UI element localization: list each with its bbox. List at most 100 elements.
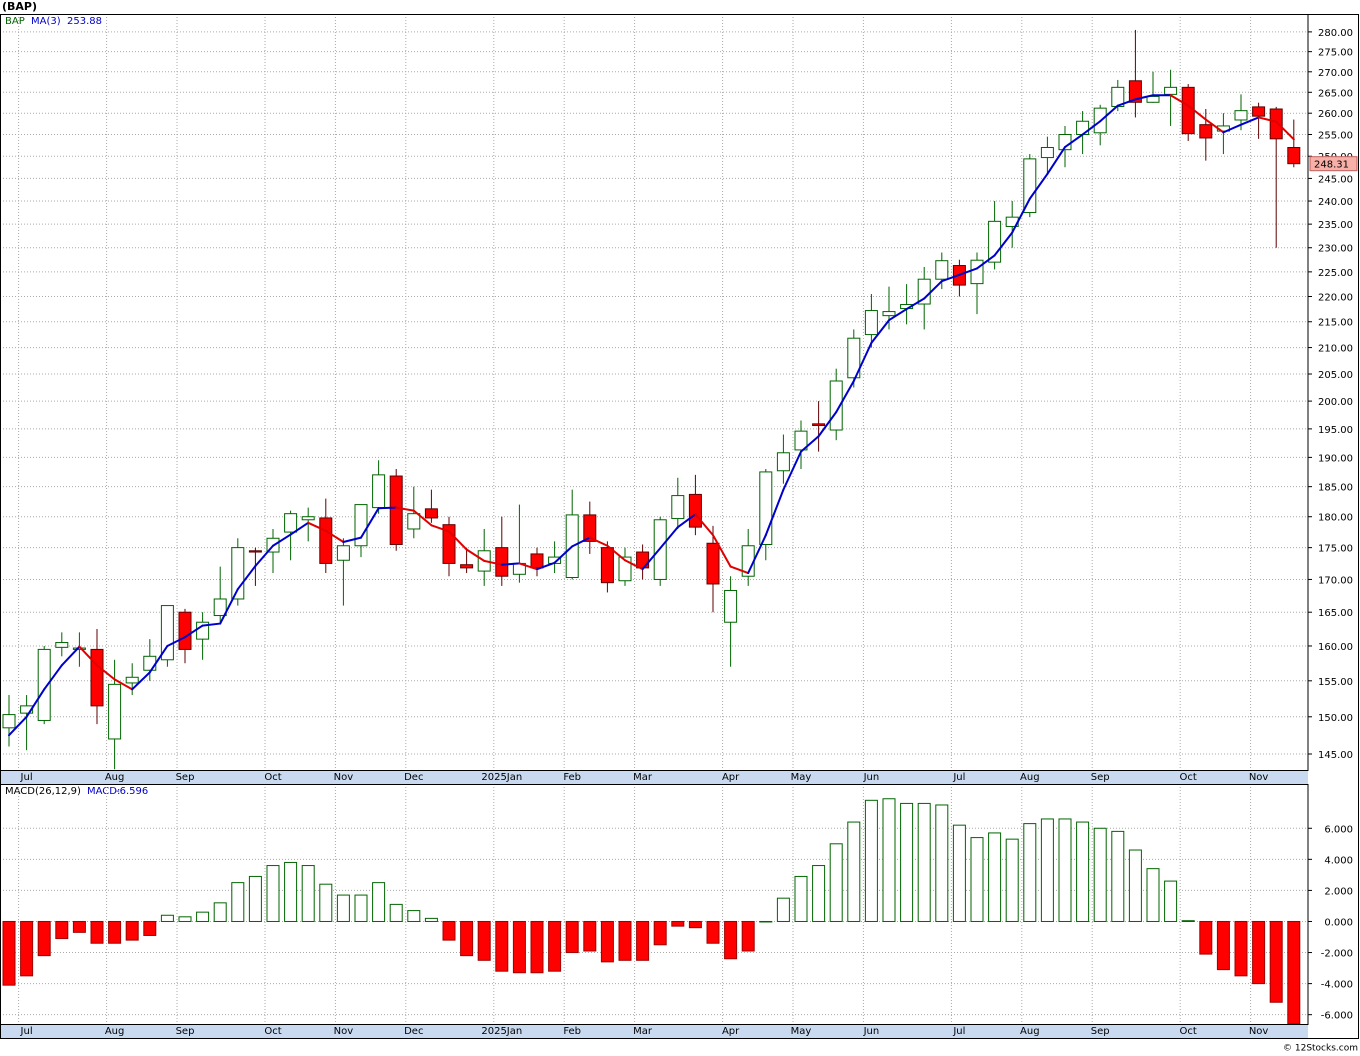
candle-body [724,589,738,623]
candle-body [1146,95,1160,103]
macd-bar [1146,868,1160,922]
macd-bar [284,861,298,922]
ma-segment [782,450,802,491]
ma-segment [571,536,591,548]
candle-body [55,642,69,648]
x-axis-strip [0,1024,1308,1038]
ma-segment [1011,197,1031,234]
candle-body [72,647,86,650]
x-tick-label: May [791,772,812,783]
macd-bar [108,920,122,944]
plot-area [2,29,1301,770]
macd-bar [143,920,157,936]
candle-body [776,452,790,472]
candle-body [389,475,403,546]
macd-bar [812,865,826,922]
ma-segment [747,534,767,575]
ma-segment [96,664,116,681]
macd-bar [1287,920,1301,1024]
candle-body [125,676,139,684]
ma-segment [377,506,398,510]
macd-bar [1111,830,1125,922]
ma-segment [184,624,204,639]
ma-segment [307,521,327,532]
x-tick-label: Nov [1249,772,1269,783]
x-tick-label: Jul [20,1026,33,1037]
macd-bar [583,920,597,952]
candle-body [583,514,597,542]
ma-segment [1204,118,1225,134]
candle-body [1023,158,1037,214]
ma-segment [764,488,785,537]
ma-segment [800,435,820,453]
macd-bar [37,920,51,957]
macd-bar [653,920,667,946]
ma-segment [1275,120,1295,141]
macd-bar [319,883,333,922]
ma-segment [641,547,662,571]
candle-body [1252,106,1266,117]
y-tick-label: 225.00 [1318,268,1353,279]
macd-bar [847,821,861,922]
macd-bar [1234,920,1248,977]
ma-segment [1064,133,1084,149]
macd-bar [759,920,773,923]
x-tick-label: Nov [334,1026,354,1037]
legend-macd-value: -6.596 [116,786,148,797]
ma-segment [870,319,890,344]
ma-segment [905,297,926,311]
y-tick-label: 2.000 [1324,886,1353,897]
candle-body [847,337,861,379]
macd-bar [196,911,210,922]
macd-bar [1128,849,1142,922]
candle-body [1164,86,1178,95]
macd-bar [407,910,421,922]
ma-segment [8,715,28,737]
macd-bar [477,920,491,961]
candle-body [1287,146,1301,165]
candle-body [108,683,122,740]
macd-bar [160,914,174,922]
y-tick-label: 245.00 [1318,174,1353,185]
candle-body [20,705,34,714]
ma-segment [1028,172,1049,200]
ma-segment [729,565,750,575]
macd-bar [882,798,896,922]
candle-body [354,504,368,547]
ma-segment [60,645,81,667]
x-tick-label: Oct [1180,1026,1197,1037]
x-tick-label: Jun [863,772,880,783]
candle-body [600,547,614,584]
macd-bar [231,882,245,922]
candle-body [530,553,544,569]
ma-segment [500,562,521,566]
ma-segment [113,678,134,691]
x-tick-label: May [791,1026,812,1037]
y-tick-label: 6.000 [1324,824,1353,835]
candle-body [424,508,438,519]
ma-segment [236,564,257,591]
y-tick-label: 205.00 [1318,370,1353,381]
macd-bar [530,920,544,974]
candle-body [460,564,474,569]
macd-bar [1005,838,1019,922]
macd-bar [248,875,262,922]
candle-body [213,598,227,617]
macd-bar [1023,823,1037,922]
macd-bar [671,920,685,927]
y-tick-label: 175.00 [1318,544,1353,555]
x-tick-label: Sep [176,1026,195,1037]
y-tick-label: 4.000 [1324,855,1353,866]
x-tick-label: Mar [633,772,653,783]
macd-bar [952,824,966,922]
ma-segment [148,644,169,674]
ma-segment [448,530,468,551]
x-tick-label: Aug [1020,772,1040,783]
x-tick-label: Nov [334,772,354,783]
macd-bar [20,920,34,977]
candle-body [812,423,826,427]
ma-segment [360,507,380,539]
macd-bar [301,865,315,922]
ma-segment [254,544,274,567]
